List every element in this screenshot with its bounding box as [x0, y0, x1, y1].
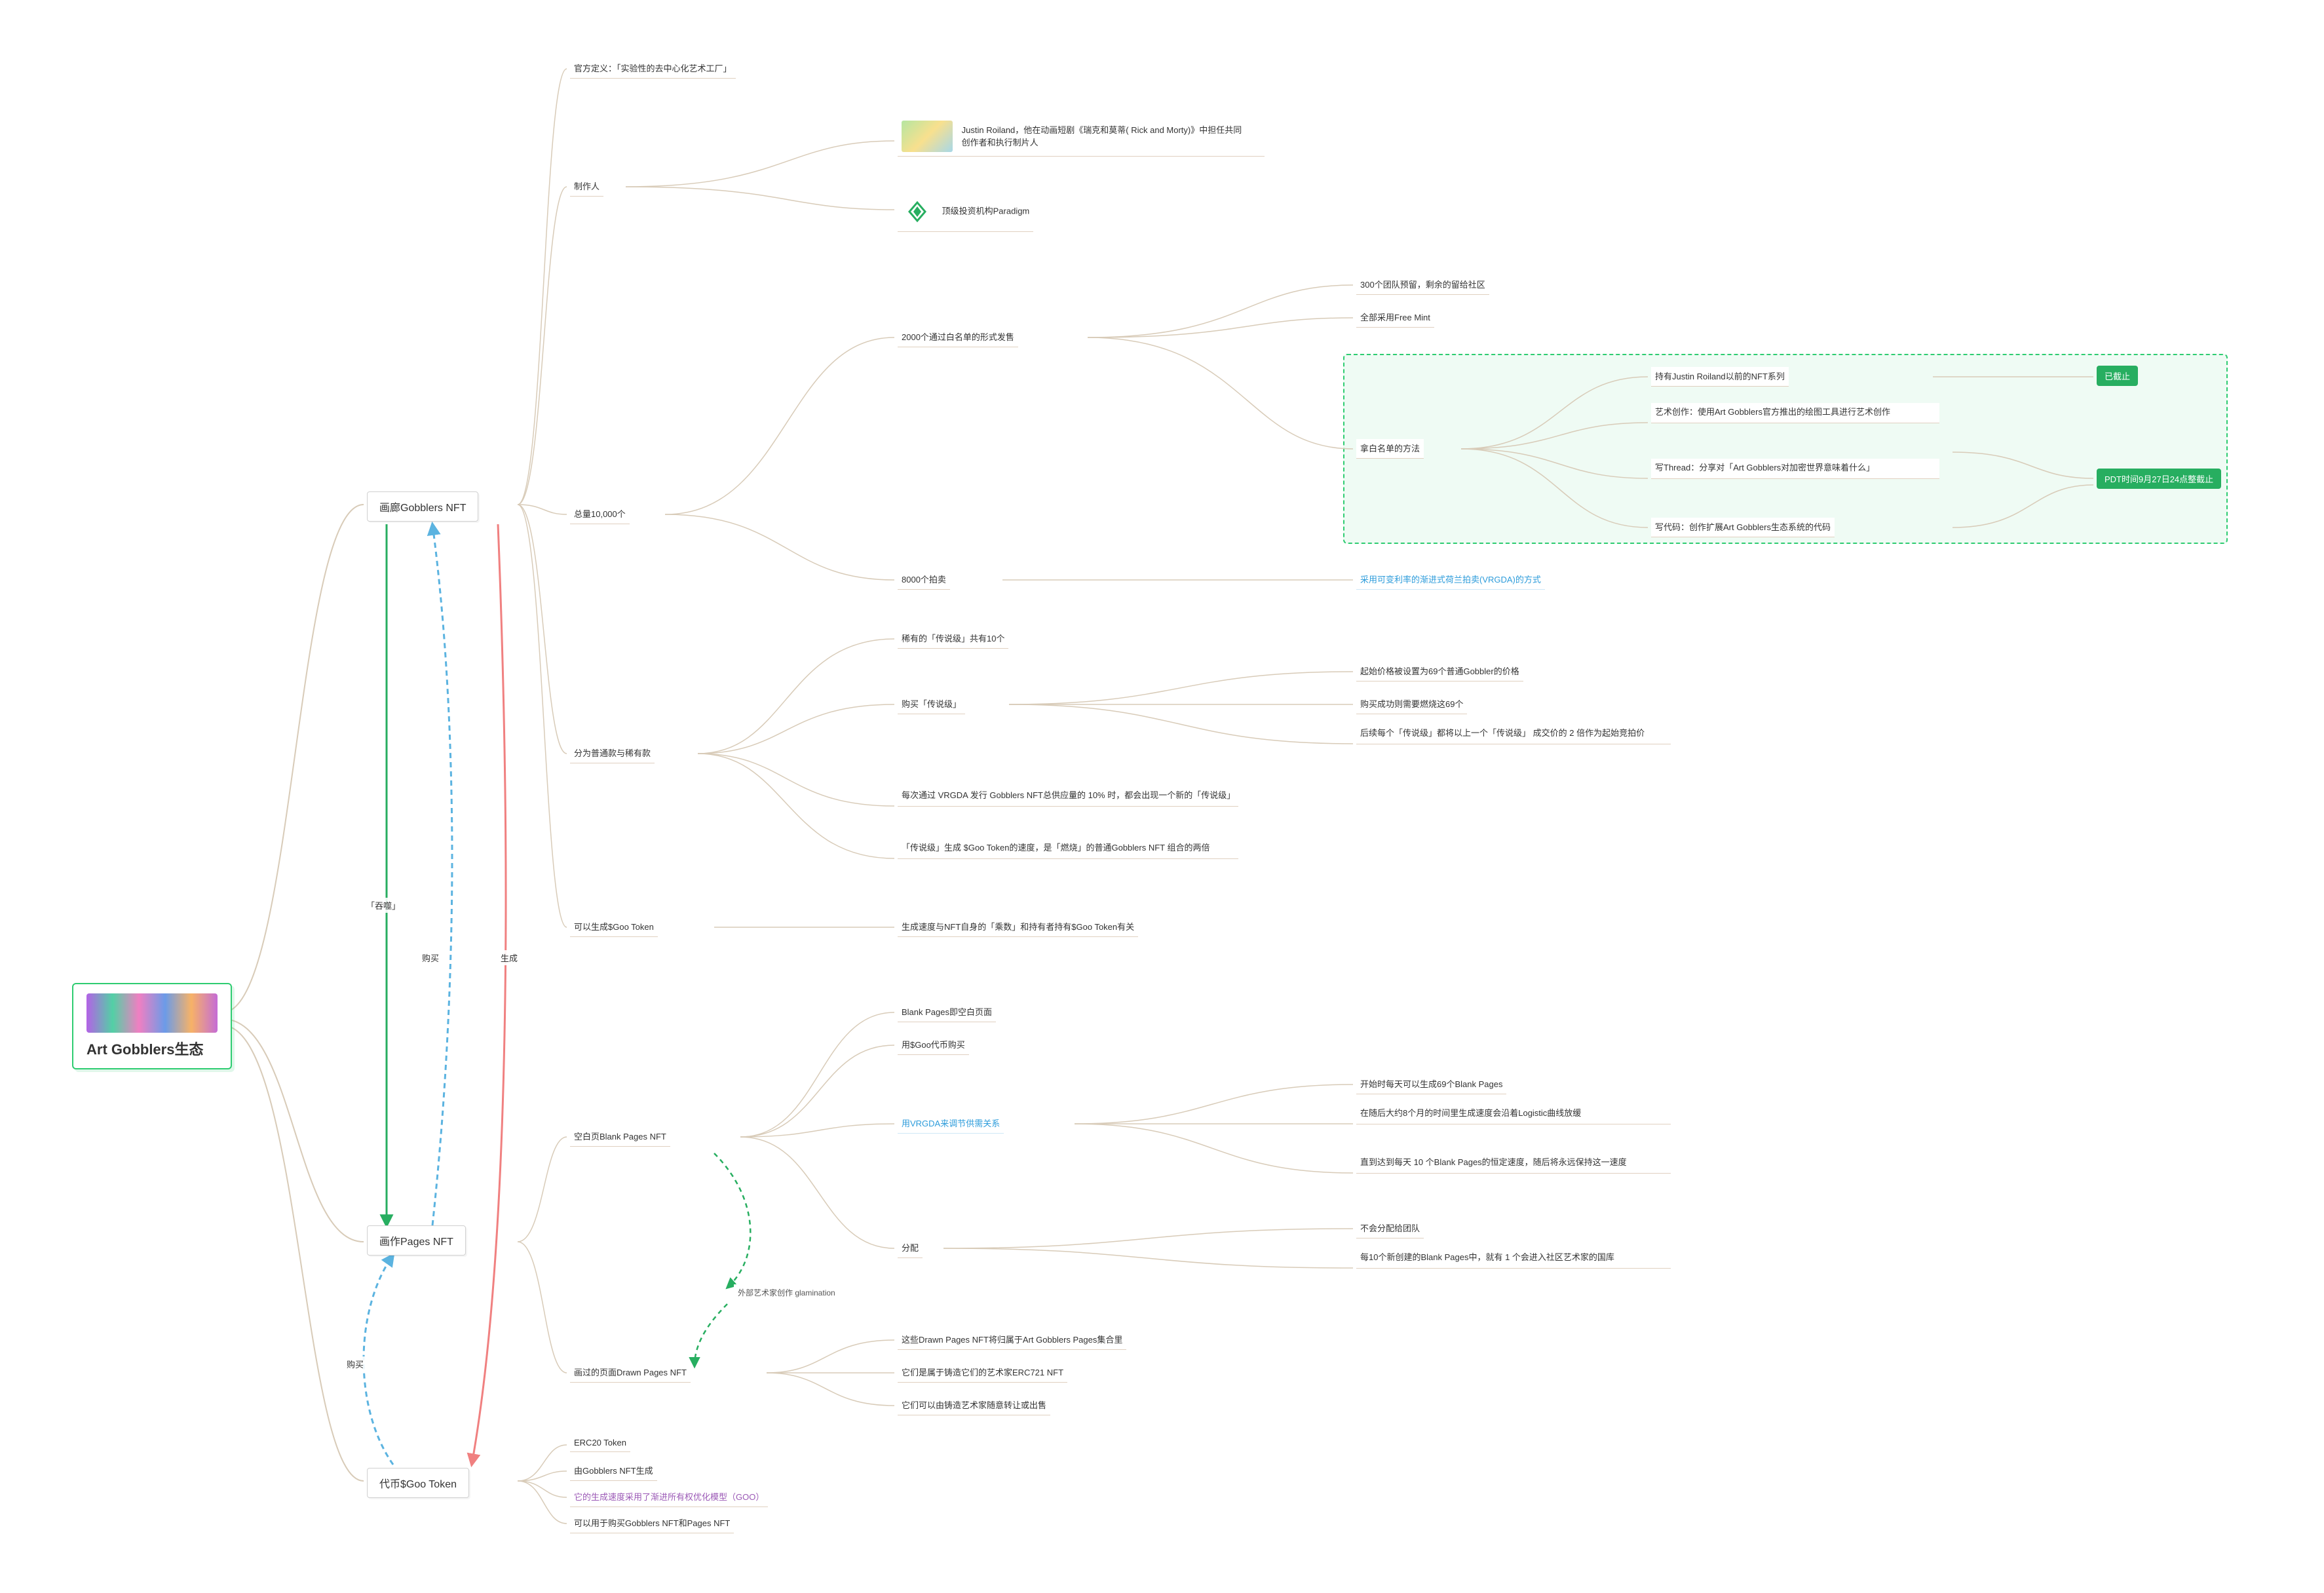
total-auction: 8000个拍卖 — [898, 570, 950, 590]
total-whitelist: 2000个通过白名单的形式发售 — [898, 328, 1018, 347]
node-goo-token[interactable]: 代币$Goo Token — [367, 1468, 469, 1498]
badge-closed: 已截止 — [2097, 366, 2138, 386]
wl-free-mint: 全部采用Free Mint — [1356, 308, 1434, 328]
gobblers-producers: 制作人 — [570, 177, 603, 197]
root-title: Art Gobblers生态 — [86, 1041, 203, 1058]
drawn-transfer: 它们可以由铸造艺术家随意转让或出售 — [898, 1396, 1050, 1415]
blank-vrgda: 用VRGDA来调节供需关系 — [898, 1114, 1004, 1134]
wl-method-label: 拿白名单的方法 — [1356, 439, 1424, 459]
variants-rare-count: 稀有的「传说级」共有10个 — [898, 629, 1008, 649]
gen-goo-desc: 生成速度与NFT自身的「乘数」和持有者持有$Goo Token有关 — [898, 917, 1138, 937]
badge-deadline: PDT时间9月27日24点整截止 — [2097, 469, 2221, 489]
buy-burn69: 购买成功则需要燃烧这69个 — [1356, 695, 1467, 714]
node-gobblers-nft[interactable]: 画廊Gobblers NFT — [367, 491, 478, 522]
vrgda-start69: 开始时每天可以生成69个Blank Pages — [1356, 1075, 1506, 1094]
producer-paradigm-text: 顶级投资机构Paradigm — [942, 206, 1030, 216]
edge-label-buy-up: 购买 — [419, 950, 442, 965]
wl-team-reserve: 300个团队预留，剩余的留给社区 — [1356, 275, 1489, 295]
buy-start-price: 起始价格被设置为69个普通Gobbler的价格 — [1356, 662, 1523, 681]
wl-method-code: 写代码：创作扩展Art Gobblers生态系统的代码 — [1651, 518, 1835, 537]
pages-drawn: 画过的页面Drawn Pages NFT — [570, 1363, 691, 1383]
rick-morty-thumb-icon — [902, 121, 953, 152]
edge-label-generate: 生成 — [498, 950, 520, 965]
goo-canbuy: 可以用于购买Gobblers NFT和Pages NFT — [570, 1514, 734, 1533]
root-thumbnail — [86, 993, 218, 1033]
goo-model: 它的生成速度采用了渐进所有权优化模型（GOO） — [570, 1487, 768, 1507]
vrgda-decay: 在随后大约8个月的时间里生成速度会沿着Logistic曲线放缓 — [1356, 1104, 1671, 1124]
vrgda-steady10: 直到达到每天 10 个Blank Pages的恒定速度，随后将永远保持这一速度 — [1356, 1153, 1671, 1174]
edge-label-buy-loop: 购买 — [344, 1356, 366, 1372]
pages-external-artist: 外部艺术家创作 glamination — [734, 1284, 839, 1302]
gobblers-total: 总量10,000个 — [570, 505, 630, 524]
goo-erc20: ERC20 Token — [570, 1435, 630, 1452]
alloc-community: 每10个新创建的Blank Pages中，就有 1 个会进入社区艺术家的国库 — [1356, 1248, 1671, 1269]
blank-alloc: 分配 — [898, 1238, 923, 1258]
blank-desc: Blank Pages即空白页面 — [898, 1003, 996, 1022]
producer-justin: Justin Roiland，他在动画短剧《瑞克和莫蒂( Rick and Mo… — [898, 118, 1265, 157]
paradigm-logo-icon — [902, 196, 933, 227]
node-pages-nft[interactable]: 画作Pages NFT — [367, 1225, 466, 1256]
drawn-erc721: 它们是属于铸造它们的艺术家ERC721 NFT — [898, 1363, 1067, 1383]
goo-genby: 由Gobblers NFT生成 — [570, 1461, 657, 1481]
buy-next-price: 后续每个「传说级」都将以上一个「传说级」 成交价的 2 倍作为起始竞拍价 — [1356, 724, 1671, 744]
alloc-no-team: 不会分配给团队 — [1356, 1219, 1424, 1238]
pages-blank: 空白页Blank Pages NFT — [570, 1127, 670, 1147]
variants-tenpct: 每次通过 VRGDA 发行 Gobblers NFT总供应量的 10% 时，都会… — [898, 786, 1238, 807]
auction-vrgda-desc: 采用可变利率的渐进式荷兰拍卖(VRGDA)的方式 — [1356, 570, 1545, 590]
producer-paradigm: 顶级投资机构Paradigm — [898, 193, 1033, 232]
drawn-belong: 这些Drawn Pages NFT将归属于Art Gobblers Pages集… — [898, 1330, 1126, 1350]
wl-method-art: 艺术创作：使用Art Gobblers官方推出的绘图工具进行艺术创作 — [1651, 403, 1939, 423]
root-node[interactable]: Art Gobblers生态 — [72, 983, 232, 1069]
gobblers-gen-goo: 可以生成$Goo Token — [570, 917, 658, 937]
wl-method-holdnft: 持有Justin Roiland以前的NFT系列 — [1651, 367, 1789, 387]
variants-speed-double: 「传说级」生成 $Goo Token的速度，是「燃烧」的普通Gobblers N… — [898, 839, 1238, 859]
gobblers-variants: 分为普通款与稀有款 — [570, 744, 655, 763]
variants-buy-legendary: 购买「传说级」 — [898, 695, 965, 714]
producer-justin-text: Justin Roiland，他在动画短剧《瑞克和莫蒂( Rick and Mo… — [962, 124, 1250, 149]
edge-label-devour: 「吞噬」 — [364, 898, 403, 913]
wl-method-thread: 写Thread：分享对「Art Gobblers对加密世界意味着什么」 — [1651, 459, 1939, 479]
blank-buy-goo: 用$Goo代币购买 — [898, 1035, 969, 1055]
gobblers-definition: 官方定义：「实验性的去中心化艺术工厂」 — [570, 59, 736, 79]
